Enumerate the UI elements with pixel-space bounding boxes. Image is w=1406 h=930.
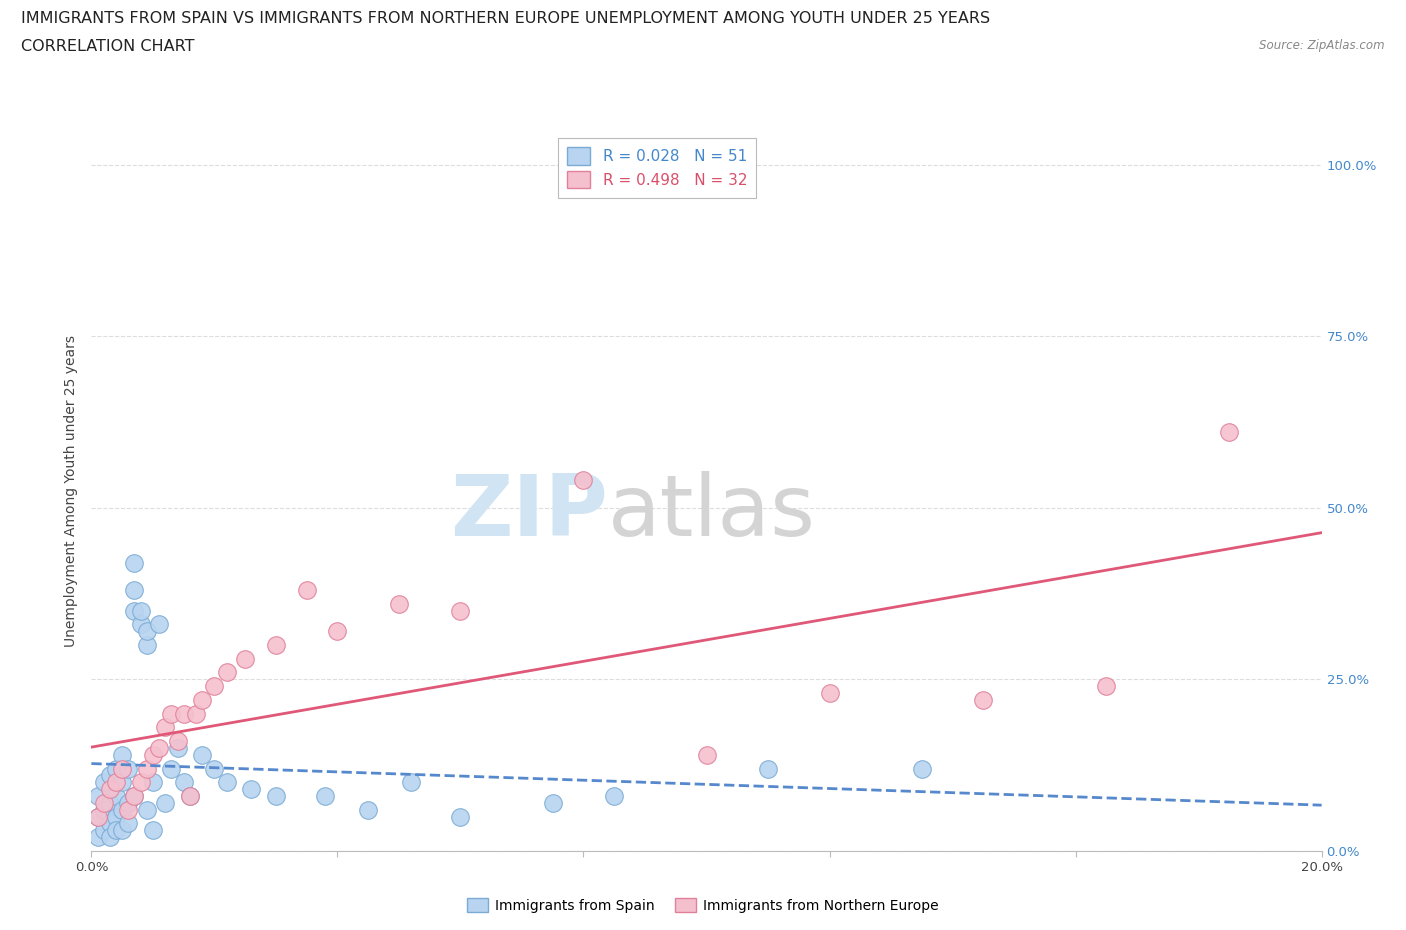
Point [135,638,157,653]
Point [135,624,157,639]
Point [1095,679,1118,694]
Point [86,830,108,844]
Point [142,775,165,790]
Text: ZIP: ZIP [450,471,607,553]
Point [191,748,214,763]
Point [98,782,121,797]
Point [173,775,195,790]
Point [105,775,127,790]
Point [314,789,336,804]
Point [105,809,127,824]
Point [129,617,152,631]
Point [972,693,994,708]
Point [215,665,238,680]
Point [233,651,256,666]
Point [818,685,841,700]
Point [179,789,201,804]
Point [98,830,121,844]
Point [93,775,115,790]
Point [111,823,134,838]
Point [179,789,201,804]
Point [105,761,127,776]
Point [173,706,195,721]
Point [160,706,183,721]
Point [129,604,152,618]
Point [202,761,225,776]
Point [148,740,170,755]
Point [135,761,157,776]
Point [86,809,108,824]
Legend: R = 0.028   N = 51, R = 0.498   N = 32: R = 0.028 N = 51, R = 0.498 N = 32 [558,138,756,197]
Point [105,789,127,804]
Point [98,768,121,783]
Point [166,734,188,749]
Point [111,761,134,776]
Point [124,604,146,618]
Point [541,795,564,810]
Point [111,803,134,817]
Point [135,803,157,817]
Point [98,816,121,830]
Point [603,789,626,804]
Point [98,795,121,810]
Point [449,809,471,824]
Point [264,789,287,804]
Text: IMMIGRANTS FROM SPAIN VS IMMIGRANTS FROM NORTHERN EUROPE UNEMPLOYMENT AMONG YOUT: IMMIGRANTS FROM SPAIN VS IMMIGRANTS FROM… [21,11,990,26]
Point [129,775,152,790]
Point [184,706,207,721]
Point [93,803,115,817]
Point [111,775,134,790]
Point [191,693,214,708]
Point [572,472,595,487]
Point [326,624,349,639]
Point [124,583,146,598]
Point [357,803,380,817]
Point [148,617,170,631]
Point [117,803,139,817]
Point [264,638,287,653]
Point [449,604,471,618]
Point [117,761,139,776]
Point [93,823,115,838]
Point [111,748,134,763]
Point [388,596,411,611]
Point [86,809,108,824]
Point [142,823,165,838]
Text: atlas: atlas [607,471,815,553]
Point [215,775,238,790]
Point [86,789,108,804]
Point [696,748,718,763]
Y-axis label: Unemployment Among Youth under 25 years: Unemployment Among Youth under 25 years [65,335,79,646]
Point [153,720,177,735]
Point [117,816,139,830]
Point [911,761,934,776]
Point [142,748,165,763]
Legend: Immigrants from Spain, Immigrants from Northern Europe: Immigrants from Spain, Immigrants from N… [461,893,945,919]
Text: CORRELATION CHART: CORRELATION CHART [21,39,194,54]
Point [1218,425,1240,440]
Point [105,823,127,838]
Point [295,583,318,598]
Point [124,789,146,804]
Point [124,789,146,804]
Point [240,782,263,797]
Point [756,761,779,776]
Point [124,555,146,570]
Point [399,775,422,790]
Point [166,740,188,755]
Point [117,795,139,810]
Point [202,679,225,694]
Point [160,761,183,776]
Point [93,795,115,810]
Point [153,795,177,810]
Text: Source: ZipAtlas.com: Source: ZipAtlas.com [1260,39,1385,52]
